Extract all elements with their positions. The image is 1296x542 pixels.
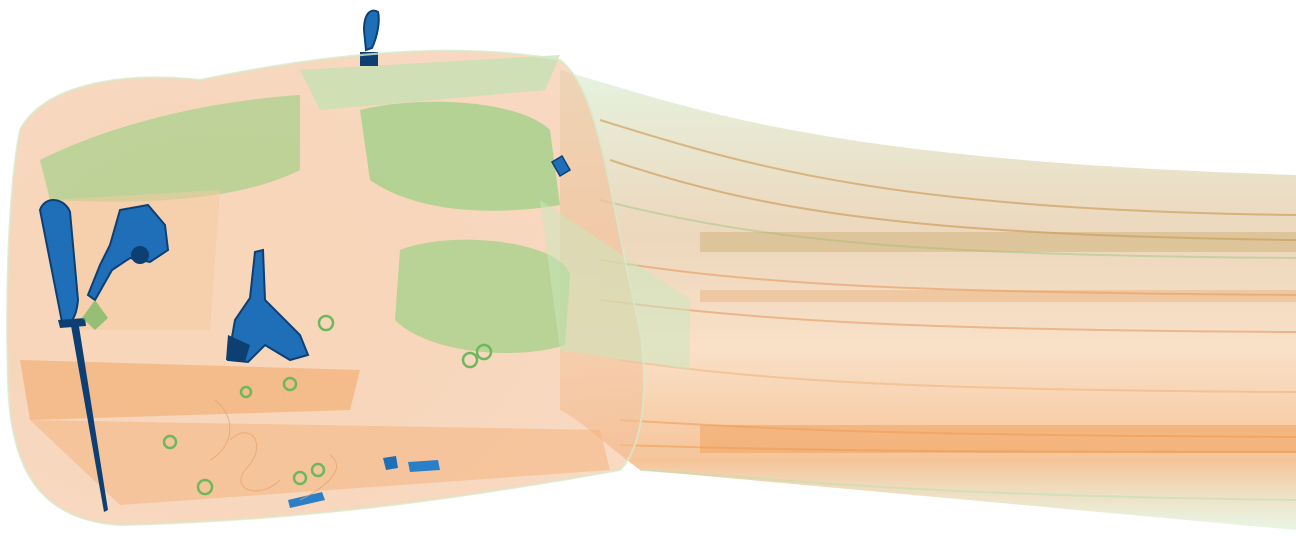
fabric-icon [209, 399, 337, 501]
bag-body [7, 50, 690, 525]
pistol-icon [226, 248, 310, 364]
zipper-icon [288, 456, 440, 508]
tag-icon [360, 9, 380, 66]
revolver-icon [82, 203, 170, 330]
clip-icon [550, 154, 572, 178]
bag-icon [6, 49, 645, 527]
rings [162, 314, 493, 496]
scan-streaks [560, 70, 1296, 530]
knife-icon [38, 199, 108, 512]
